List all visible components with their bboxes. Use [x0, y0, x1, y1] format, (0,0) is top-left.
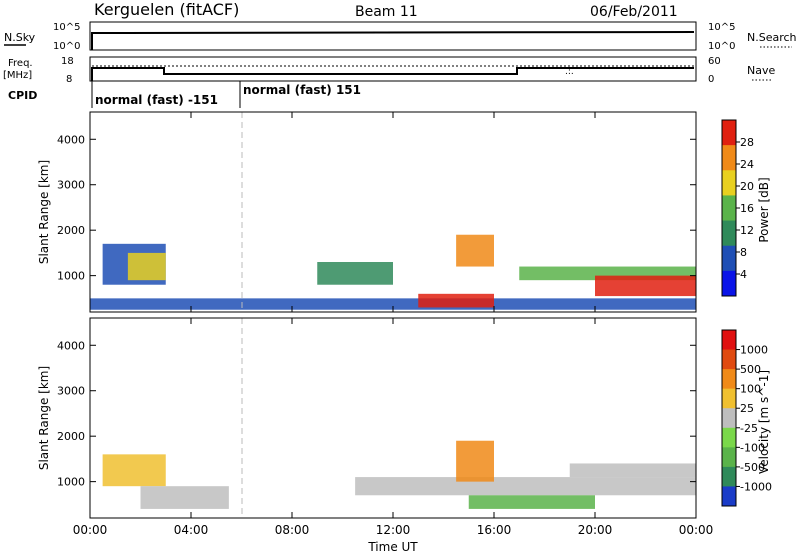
velocity-colorbar-tick-4: -25: [740, 422, 758, 435]
nsearch-tick-top: 10^5: [708, 22, 735, 33]
nave-label: Nave: [747, 64, 775, 77]
freq-tick-top: 18: [61, 56, 74, 67]
velocity-colorbar-segment-8: [722, 486, 736, 507]
velocity-ytick-label-3: 4000: [57, 339, 85, 352]
power-colorbar-segment-5: [722, 245, 736, 272]
power-ytick-label-2: 3000: [57, 179, 85, 192]
time-tick-label-3: 12:00: [376, 523, 411, 537]
time-tick-label-2: 08:00: [275, 523, 310, 537]
velocity-ytick-label-1: 2000: [57, 430, 85, 443]
time-tick-label-0: 00:00: [73, 523, 108, 537]
time-tick-label-1: 04:00: [174, 523, 209, 537]
velocity-region-2: [355, 477, 696, 496]
cpid-panel: CPID normal (fast) -151 normal (fast) 15…: [8, 81, 361, 108]
power-colorbar-segment-1: [722, 145, 736, 171]
svg-text:.:.: .:.: [565, 67, 574, 77]
power-colorbar: 4 8 12 16 20 24 28 Power [dB]: [721, 119, 771, 297]
nsky-tick-bottom: 10^0: [53, 41, 80, 52]
velocity-region-0: [102, 454, 166, 487]
nave-tick-top: 60: [708, 56, 721, 67]
velocity-colorbar-segment-3: [722, 388, 736, 409]
power-panel: 1000 2000 3000 4000 Slant Range [km]: [37, 111, 697, 313]
freq-tick-bottom: 8: [66, 74, 72, 85]
nsky-panel: N.Sky 10^5 10^0 10^5 10^0 N.Search: [4, 21, 797, 52]
power-ylabel: Slant Range [km]: [37, 160, 51, 264]
time-axis-label: Time UT: [367, 540, 418, 554]
velocity-ytick-label-2: 3000: [57, 385, 85, 398]
velocity-colorbar-tick-1: 500: [740, 363, 761, 376]
velocity-panel: 1000 2000 3000 4000 00:00 04:00 08:00 12:00 16:…: [37, 317, 714, 554]
velocity-colorbar-tick-5: -100: [740, 441, 765, 454]
velocity-region-4: [468, 495, 595, 509]
power-colorbar-tick-6: 28: [740, 136, 754, 149]
time-tick-label-6: 00:00: [679, 523, 714, 537]
velocity-colorbar-segment-2: [722, 369, 736, 390]
freq-label: Freq.: [8, 58, 33, 69]
power-colorbar-tick-3: 16: [740, 202, 754, 215]
power-colorbar-segment-0: [722, 120, 736, 146]
velocity-colorbar: 1000 500 100 25 -25 -100 -500 -1000 Velocity [m…: [721, 329, 772, 507]
power-region-1: [127, 252, 166, 281]
power-region-2: [90, 298, 696, 310]
velocity-colorbar-segment-1: [722, 349, 736, 370]
power-colorbar-segment-6: [722, 270, 736, 297]
power-ytick-label-0: 1000: [57, 270, 85, 283]
cpid-segment-1: normal (fast) -151: [95, 93, 218, 107]
power-colorbar-tick-4: 20: [740, 180, 754, 193]
velocity-colorbar-segment-5: [722, 427, 736, 448]
velocity-colorbar-segment-7: [722, 466, 736, 487]
nsearch-tick-bottom: 10^0: [708, 41, 735, 52]
time-tick-label-5: 20:00: [578, 523, 613, 537]
power-region-7: [595, 275, 696, 297]
velocity-ytick-label-0: 1000: [57, 476, 85, 489]
velocity-colorbar-tick-0: 1000: [740, 344, 768, 357]
power-region-4: [418, 293, 494, 308]
power-colorbar-segment-2: [722, 170, 736, 196]
power-region-3: [317, 262, 393, 285]
velocity-colorbar-tick-6: -500: [740, 461, 765, 474]
beam-title: Beam 11: [355, 4, 418, 20]
freq-unit: [MHz]: [3, 70, 32, 81]
nsearch-label: N.Search: [747, 31, 797, 44]
power-colorbar-tick-2: 12: [740, 224, 754, 237]
time-tick-label-4: 16:00: [477, 523, 512, 537]
velocity-colorbar-segment-6: [722, 447, 736, 468]
nsky-label: N.Sky: [4, 31, 36, 44]
date-title: 06/Feb/2011: [590, 4, 678, 20]
velocity-colorbar-tick-3: 25: [740, 402, 754, 415]
power-colorbar-label: Power [dB]: [757, 177, 771, 242]
freq-panel: .:. Freq. [MHz] 18 8 60 0 Nave: [3, 56, 775, 85]
velocity-region-5: [569, 463, 696, 478]
cpid-segment-2: normal (fast) 151: [243, 83, 361, 97]
power-colorbar-segment-3: [722, 195, 736, 222]
power-colorbar-tick-0: 4: [740, 268, 747, 281]
velocity-region-3: [456, 440, 494, 482]
power-region-5: [456, 234, 494, 267]
power-ytick-label-3: 4000: [57, 133, 85, 146]
velocity-colorbar-segment-4: [722, 408, 736, 429]
cpid-label: CPID: [8, 89, 37, 102]
velocity-colorbar-segment-0: [722, 330, 736, 351]
velocity-colorbar-tick-7: -1000: [740, 480, 772, 493]
nave-tick-bottom: 0: [708, 74, 714, 85]
station-title: Kerguelen (fitACF): [94, 0, 239, 19]
velocity-colorbar-tick-2: 100: [740, 383, 761, 396]
velocity-region-1: [140, 486, 229, 509]
nsky-tick-top: 10^5: [53, 22, 80, 33]
power-colorbar-tick-1: 8: [740, 246, 747, 259]
velocity-ylabel: Slant Range [km]: [37, 366, 51, 470]
power-colorbar-segment-4: [722, 220, 736, 247]
power-ytick-label-1: 2000: [57, 224, 85, 237]
power-colorbar-tick-5: 24: [740, 158, 754, 171]
velocity-colorbar-label: Velocity [m s^-1]: [757, 370, 771, 474]
